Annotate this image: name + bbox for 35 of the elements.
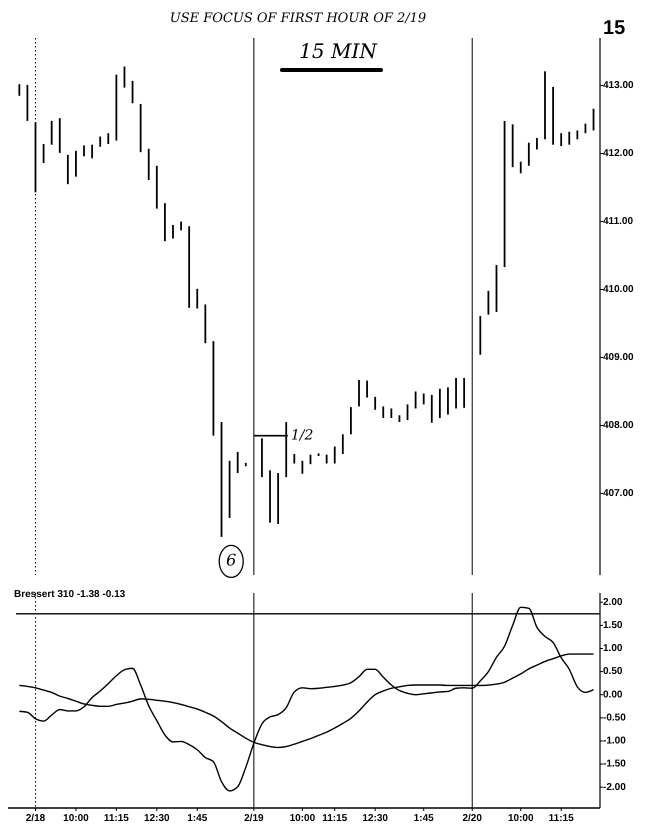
y-tick-label: 1.50 [603,620,623,632]
x-tick-label: 2/18 [26,813,46,824]
chart-title: 15 MIN [299,39,378,63]
y-tick-label: 409.00 [603,352,634,364]
y-tick-label: -2.00 [603,782,626,793]
text: 15 [603,17,626,39]
y-tick-label: 413.00 [603,80,634,92]
y-tick-label: 412.00 [603,148,634,160]
x-tick-label: 2/19 [244,813,264,824]
y-tick-label: 2.00 [603,596,623,608]
x-tick-label: 10:00 [508,813,534,824]
x-tick-label: 1:45 [187,813,208,824]
y-tick-label: 407.00 [603,488,634,500]
y-tick-label: -1.00 [603,736,626,747]
y-tick-label: 408.00 [603,420,634,432]
x-tick-label: 11:15 [322,813,348,824]
x-tick-label: 10:00 [63,813,90,824]
y-tick-label: -1.50 [603,758,626,770]
y-tick-label: 410.00 [603,284,634,296]
y-tick-label: 0.50 [603,666,623,678]
y-tick-label: 1.00 [603,643,623,654]
x-tick-label: 12:30 [144,813,170,824]
y-tick-label: 411.00 [603,216,634,228]
y-tick-label: -0.50 [603,712,626,724]
x-tick-label: 11:15 [104,813,130,824]
y-tick-label: 0.00 [603,689,623,700]
x-tick-label: 1:45 [414,813,434,824]
x-tick-label: 12:30 [362,813,388,824]
annotation: 6 [226,550,236,570]
annotation: Bressert 310 -1.38 -0.13 [14,589,126,600]
text: USE FOCUS OF FIRST HOUR OF 2/19 [170,11,426,26]
x-tick-label: 11:15 [548,813,574,824]
annotation: 1/2 [290,427,314,444]
x-tick-label: 10:00 [290,813,316,824]
x-tick-label: 2/20 [462,813,482,824]
